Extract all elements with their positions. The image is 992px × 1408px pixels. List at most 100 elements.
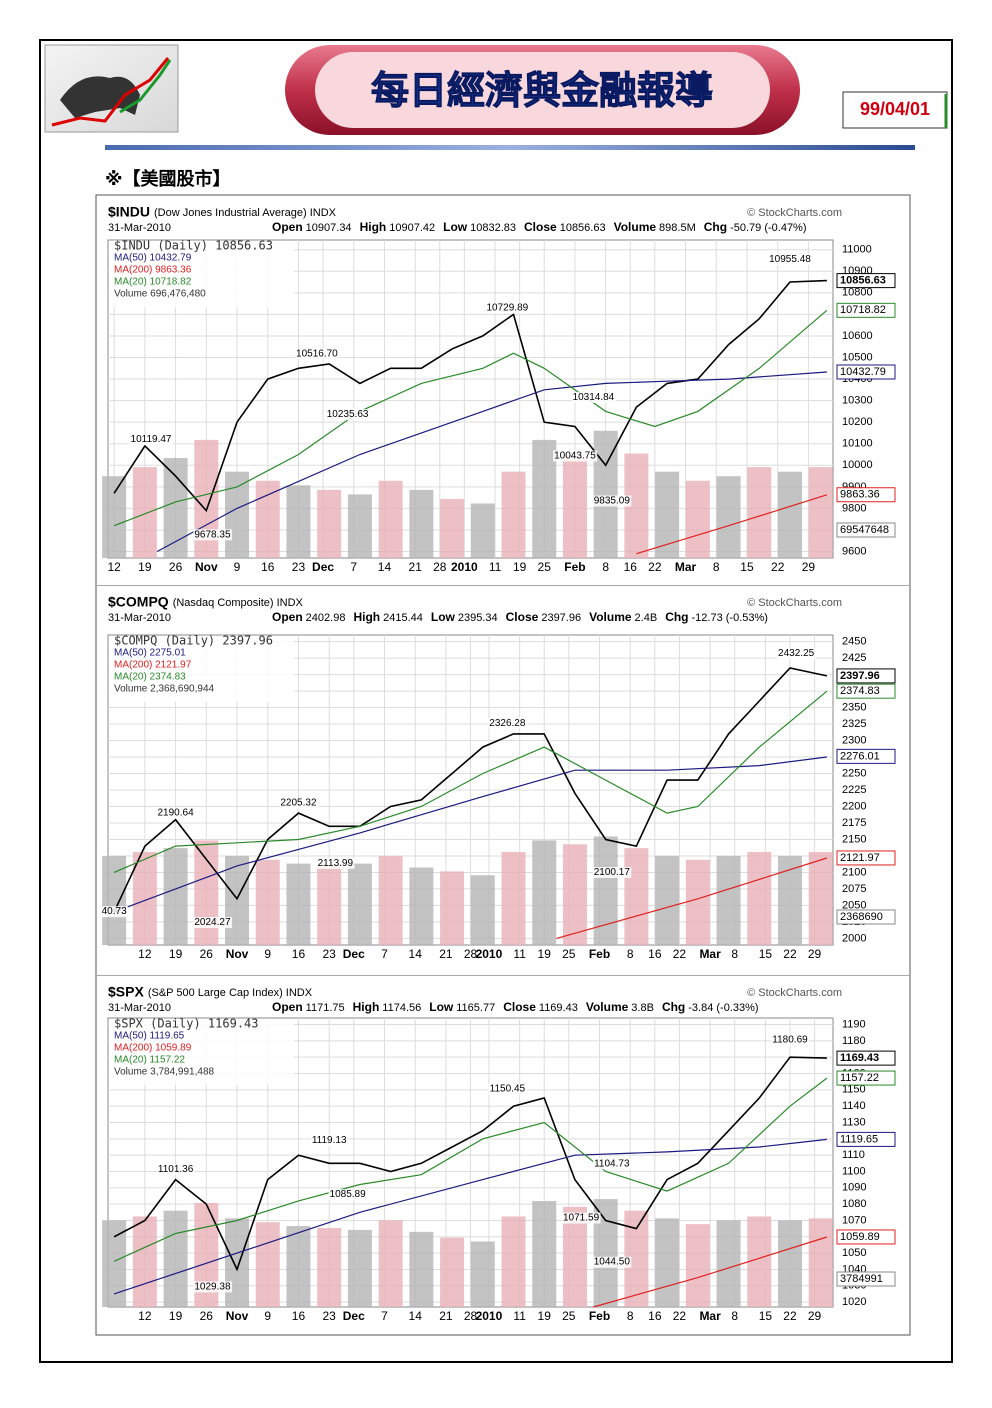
x-tick-label: 8 (713, 560, 720, 574)
x-tick-label: 19 (538, 947, 552, 961)
volume-bar (440, 871, 465, 945)
quote-label: High (353, 610, 380, 624)
volume-tag: 69547648 (840, 524, 889, 536)
ma-line (556, 857, 828, 939)
volume-bar (409, 867, 434, 945)
y-tick-label: 1080 (842, 1198, 866, 1210)
value-tag-box (836, 668, 896, 684)
x-tick-label: Mar (675, 560, 697, 574)
volume-bar (225, 1218, 250, 1307)
x-tick-label: Feb (589, 1309, 610, 1323)
volume-bar (440, 1237, 465, 1307)
volume-bar (808, 467, 833, 558)
quote-value: -3.84 (-0.33%) (688, 1002, 758, 1014)
ma-line (113, 309, 828, 527)
volume-bar (716, 476, 741, 558)
y-tick-label: 2350 (842, 701, 866, 713)
x-tick-label: 9 (234, 560, 241, 574)
volume-bar (163, 1210, 188, 1307)
x-tick-label: 22 (673, 947, 687, 961)
annotation: 10314.84 (573, 392, 615, 403)
y-tick-label: 2225 (842, 784, 866, 796)
x-tick-label: 22 (648, 560, 662, 574)
y-tick-label: 2250 (842, 767, 866, 779)
x-tick-label: 15 (740, 560, 754, 574)
quote-value: 2.4B (635, 612, 658, 624)
x-tick-label: 23 (292, 560, 306, 574)
y-tick-label: 10300 (842, 395, 873, 407)
annotation: 1104.73 (594, 1158, 630, 1169)
x-tick-label: 23 (323, 1309, 337, 1323)
source: © StockCharts.com (747, 207, 842, 219)
annotation-bg (553, 450, 598, 462)
quote-label: Low (429, 1000, 454, 1014)
ma-line (113, 1138, 827, 1295)
x-tick-label: 11 (513, 947, 526, 961)
volume-bar (532, 1201, 557, 1307)
annotation-bg (571, 392, 616, 404)
quote-value: 1171.75 (306, 1002, 345, 1014)
annotation-bg (592, 1256, 632, 1268)
legend-entry: Volume 696,476,480 (114, 289, 206, 300)
value-tag-box (836, 302, 896, 318)
value-tag: 10432.79 (840, 366, 886, 378)
source: © StockCharts.com (747, 987, 842, 999)
volume-bar (470, 503, 495, 558)
annotation-bg (156, 1163, 195, 1175)
x-tick-label: 26 (200, 947, 214, 961)
x-tick-label: Mar (699, 947, 721, 961)
volume-bar (225, 471, 250, 558)
annotation-bg (279, 797, 318, 809)
x-tick-label: 8 (627, 947, 634, 961)
x-tick-label: 14 (378, 560, 392, 574)
volume-bar (378, 480, 403, 558)
volume-bar (255, 480, 280, 558)
annotation-bg (156, 807, 196, 819)
quote-label: Low (443, 220, 468, 234)
annotation: 1085.89 (330, 1189, 367, 1200)
x-tick-label: 16 (261, 560, 275, 574)
y-tick-label: 10000 (842, 459, 873, 471)
stock-chart: $INDU (Dow Jones Industrial Average) INDX… (97, 195, 909, 574)
annotation-bg (129, 434, 173, 446)
x-tick-label: 9 (264, 947, 271, 961)
volume-bar (808, 1218, 833, 1307)
volume-bar (317, 1228, 342, 1307)
x-tick-label: 14 (409, 1309, 423, 1323)
quote-value: 1174.56 (382, 1002, 421, 1014)
volume-bar (685, 859, 710, 945)
annotation: 2205.32 (280, 798, 317, 809)
value-tag-box (836, 850, 896, 866)
annotation-bg (777, 647, 816, 659)
volume-bar (716, 1220, 741, 1307)
x-tick-label: 2010 (451, 560, 478, 574)
quote-value: 10907.42 (389, 222, 435, 234)
x-tick-label: 28 (433, 560, 447, 574)
x-tick-label: Nov (226, 947, 249, 961)
chart-name: (Dow Jones Industrial Average) INDX (154, 207, 337, 219)
annotation: 10955.48 (769, 254, 811, 265)
volume-bar (409, 489, 434, 558)
volume-bar (777, 471, 802, 558)
annotation-bg (328, 1189, 368, 1201)
volume-bar (163, 458, 188, 558)
value-tag: 10718.82 (840, 304, 886, 316)
quote-label: Volume (614, 220, 657, 234)
ma-line (113, 1077, 828, 1262)
value-tag-box (836, 1070, 896, 1086)
legend-bg (109, 241, 294, 307)
quote-label: Close (503, 1000, 536, 1014)
chart-symbol: $COMPQ (108, 594, 169, 610)
x-tick-label: 2010 (476, 1309, 503, 1323)
annotation: 2024.27 (194, 917, 231, 928)
volume-bar (102, 855, 127, 945)
x-tick-label: 11 (489, 560, 502, 574)
volume-bar (225, 855, 250, 945)
volume-bar (470, 1241, 495, 1307)
volume-bar (655, 1218, 680, 1307)
volume-bar (562, 1206, 587, 1307)
annotation: 1101.36 (158, 1164, 194, 1175)
x-tick-label: 29 (808, 1309, 822, 1323)
volume-tag: 2368690 (840, 911, 883, 923)
x-tick-label: 29 (802, 560, 816, 574)
